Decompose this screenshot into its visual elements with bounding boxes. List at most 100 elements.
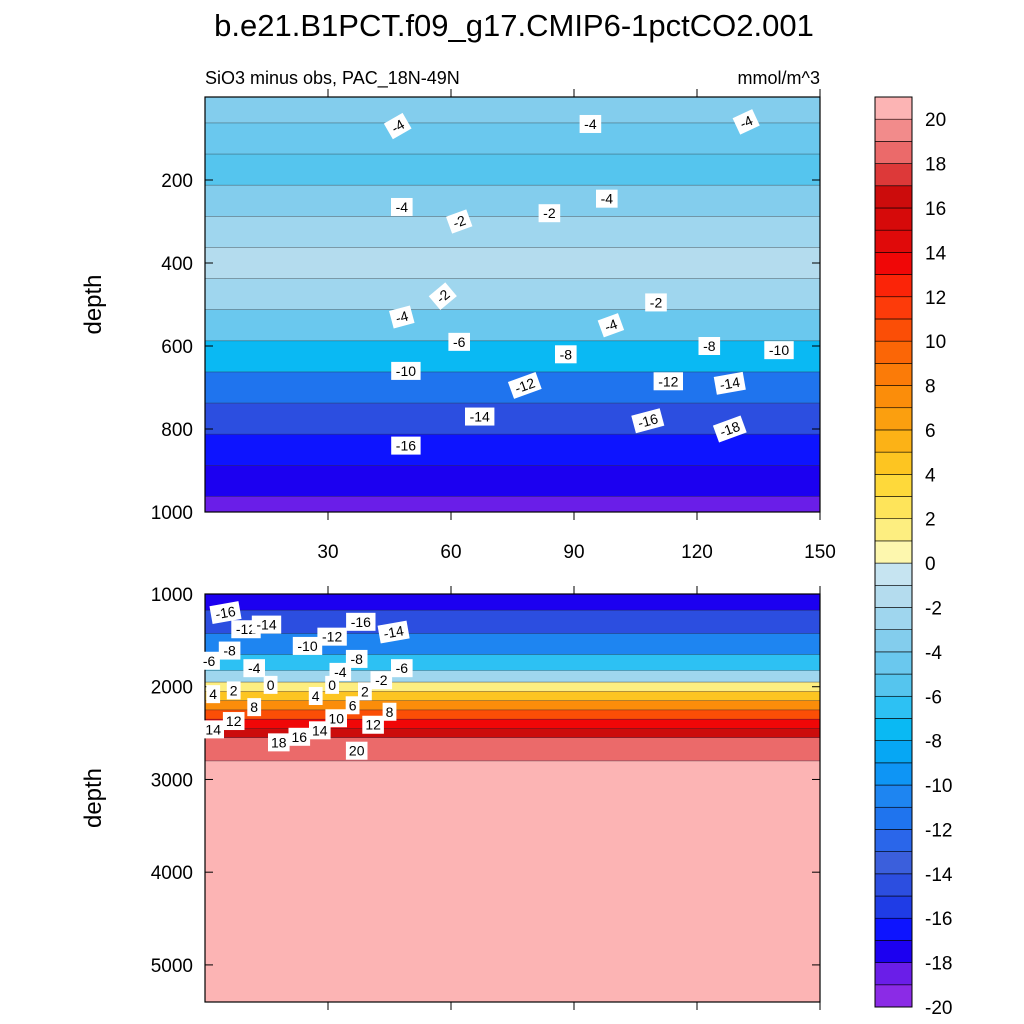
upper-contour-label-text: -2 [650, 294, 663, 310]
subtitle-left: SiO3 minus obs, PAC_18N-49N [205, 68, 460, 89]
upper-contour-label: -6 [448, 332, 470, 351]
lower-depth-band [205, 654, 820, 671]
upper-frame [204, 96, 821, 513]
lower-contour-label: 18 [268, 733, 290, 752]
lower-contour-label-text: 0 [328, 677, 336, 693]
lower-contour-label-text: -12 [236, 621, 256, 637]
lower-contour-label-text: 4 [312, 688, 320, 704]
colorbar: 20181614121086420-2-4-6-8-10-12-14-16-18… [874, 96, 953, 1019]
upper-contour-label-box [389, 305, 415, 329]
lower-contour-label-text: 6 [349, 697, 357, 713]
lower-contour-label-box [243, 659, 265, 678]
upper-contour-label: -4 [391, 197, 413, 216]
upper-depth-band [205, 309, 820, 341]
lower-depth-band [205, 633, 820, 655]
lower-ytick-label: 5000 [151, 956, 193, 977]
upper-depth-band [205, 154, 820, 186]
lower-depth-band [205, 760, 820, 1002]
upper-contour-label-box [391, 361, 421, 380]
upper-contour-label-box [596, 189, 618, 208]
colorbar-tick-label: -8 [925, 732, 942, 753]
upper-depth-band [205, 97, 820, 123]
colorbar-tick-label: 2 [925, 510, 936, 531]
colorbar-swatch [874, 518, 913, 542]
colorbar-tick-label: 0 [925, 554, 936, 575]
lower-contour-label-text: -4 [248, 660, 261, 676]
upper-contour-label-box [428, 282, 457, 311]
colorbar-tick-label: -20 [925, 998, 952, 1019]
upper-contour-label: -4 [383, 112, 412, 140]
upper-contour-label-box [713, 371, 746, 395]
upper-contour-label: -4 [579, 114, 602, 133]
upper-depth-band [205, 434, 820, 466]
upper-ylabel: depth [80, 274, 107, 334]
lower-ylabel: depth [80, 768, 107, 828]
upper-contour-label-text: -8 [703, 338, 716, 354]
colorbar-tick-label: 8 [925, 377, 936, 398]
colorbar-swatch [874, 784, 913, 808]
upper-contour-label-text: -4 [396, 199, 409, 215]
upper-contour-label: -14 [713, 371, 746, 395]
lower-contour-label-box [268, 733, 290, 752]
colorbar-swatch [874, 474, 913, 497]
lower-contour-label-box [345, 696, 360, 715]
upper-depth-band [205, 216, 820, 248]
lower-contour-label: 4 [308, 687, 323, 705]
upper-contour-label: -18 [712, 415, 747, 443]
lower-contour-label: -16 [346, 612, 376, 631]
lower-contour-label: 0 [263, 675, 278, 694]
upper-depth-band [205, 185, 820, 217]
upper-depth-band [205, 122, 820, 155]
lower-contour-label-box [377, 620, 410, 644]
lower-contour-label: 2 [226, 681, 241, 700]
upper-contour-label-box [579, 114, 602, 133]
lower-contour-label-text: -2 [375, 672, 388, 688]
upper-contour-label-box [465, 407, 495, 426]
lower-frame [204, 593, 821, 1003]
lower-contour-label-text: -16 [214, 603, 237, 622]
upper-contour-label-box [698, 337, 721, 355]
lower-contour-label: 8 [247, 698, 262, 717]
upper-contour-label: -4 [389, 305, 415, 329]
lower-contour-label: 10 [325, 709, 347, 728]
upper-contour-label: -4 [596, 189, 618, 208]
upper-contour-label-text: -12 [513, 374, 538, 396]
lower-contour-label-box [325, 709, 347, 728]
upper-contour-label-box [383, 112, 412, 140]
lower-contour-label: -10 [292, 636, 323, 655]
upper-contour-label: -8 [698, 337, 721, 355]
lower-contour-label: -8 [345, 649, 368, 668]
upper-contour-label: -4 [597, 313, 625, 338]
colorbar-swatch [874, 984, 913, 1008]
upper-xtick-label: 150 [804, 542, 836, 563]
colorbar-swatch [874, 829, 913, 852]
upper-contour-label: -2 [445, 209, 473, 234]
colorbar-tick-label: -10 [925, 776, 952, 797]
colorbar-swatch [874, 584, 913, 608]
lower-contour-label-box [251, 615, 282, 634]
colorbar-swatch [874, 185, 913, 209]
colorbar-swatch [874, 118, 913, 142]
lower-contour-label: -2 [370, 671, 393, 690]
upper-contour-label-box [538, 204, 561, 223]
upper-ytick-label: 400 [161, 254, 193, 275]
upper-contour-label: -10 [391, 361, 421, 380]
colorbar-swatch [874, 740, 913, 764]
lower-contour-label-box [292, 636, 323, 655]
colorbar-swatch [874, 962, 913, 986]
colorbar-tick-label: -14 [925, 865, 953, 886]
colorbar-swatch [874, 385, 913, 409]
lower-contour-label: 0 [325, 675, 339, 694]
chart-title: b.e21.B1PCT.f09_g17.CMIP6-1pctCO2.001 [214, 8, 814, 43]
upper-contour-label: -10 [764, 341, 794, 360]
colorbar-swatch [874, 873, 913, 897]
colorbar-tick-label: -18 [925, 954, 952, 975]
upper-contour-label-text: -4 [584, 116, 597, 132]
upper-contour-label: -2 [645, 293, 667, 312]
colorbar-swatch [874, 607, 913, 630]
lower-depth-band [205, 670, 820, 683]
lower-contour-label: -16 [209, 601, 242, 624]
upper-depth-band [205, 496, 820, 512]
